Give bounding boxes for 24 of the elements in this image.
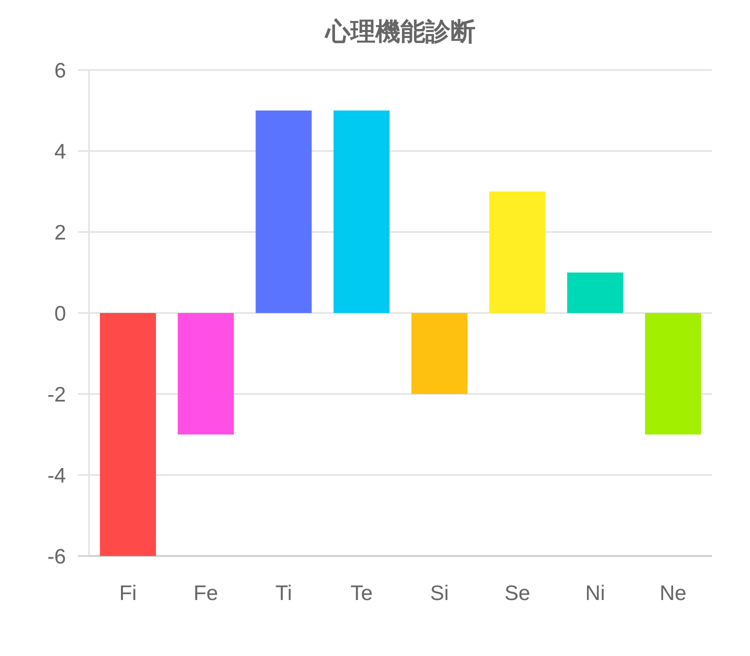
x-tick-label: Se — [504, 582, 530, 605]
x-tick-label: Fe — [194, 582, 218, 605]
chart-title: 心理機能診断 — [324, 18, 476, 46]
x-tick-label: Ne — [660, 582, 686, 605]
bar — [567, 272, 624, 313]
y-tick-label: -4 — [47, 464, 66, 488]
y-tick-label: -2 — [47, 383, 66, 406]
y-tick-label: 0 — [54, 302, 66, 326]
y-tick-label: 4 — [54, 140, 66, 164]
x-tick-label: Si — [430, 582, 449, 605]
bar — [256, 110, 312, 313]
bar — [489, 192, 546, 313]
bar — [178, 313, 234, 434]
bar — [334, 110, 390, 313]
bar — [100, 313, 156, 556]
x-tick-label: Fi — [119, 582, 137, 605]
y-tick-label: 6 — [54, 59, 66, 82]
y-tick-label: 2 — [54, 221, 66, 244]
y-tick-label: -6 — [47, 545, 66, 568]
bar — [411, 313, 468, 394]
x-tick-label: Te — [350, 582, 373, 605]
x-tick-label: Ni — [585, 582, 606, 605]
x-tick-label: Ti — [275, 582, 292, 605]
bar — [645, 313, 702, 434]
